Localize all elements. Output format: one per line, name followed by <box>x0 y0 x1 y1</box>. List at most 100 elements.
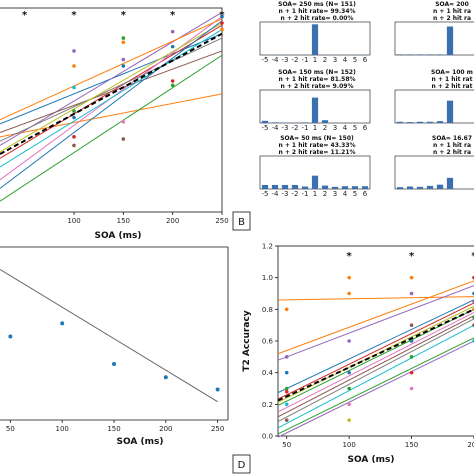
panel-b-subplot-3-hit2: n + 2 hit rat <box>432 83 473 90</box>
panel-b-subplot-0-tick-1: -4 <box>272 56 280 64</box>
panel-d-y-tick-label-5: 1.0 <box>262 274 273 282</box>
panel-d-significance-marker-2: * <box>471 251 474 262</box>
panel-d-y-tick-label-1: 0.2 <box>262 401 273 409</box>
panel-c-x-tick-label-0: 50 <box>6 425 15 433</box>
panel-a-point-18 <box>220 21 224 25</box>
panel-b-subplot-0-tick-9: 5 <box>353 56 357 64</box>
panel-b-subplot-4-bar-10 <box>361 186 369 189</box>
panel-d-point-5 <box>284 402 289 407</box>
panel-c-fit-line <box>0 268 218 403</box>
panel-d-fit-line-4 <box>277 302 474 400</box>
panel-b-subplot-4-bar-5 <box>311 175 319 189</box>
panel-d-y-tick-label-4: 0.8 <box>262 306 273 314</box>
panel-b-subplot-2-tick-10: 6 <box>363 124 368 132</box>
panel-d-fit-line-2 <box>277 285 474 361</box>
panel-d-fit-line-5 <box>277 308 474 406</box>
panel-d-point-19 <box>409 370 414 375</box>
panel-c-x-axis-label: SOA (ms) <box>117 437 164 447</box>
panel-b-subplot-3-frame <box>394 89 474 124</box>
panel-a-point-6 <box>72 143 76 148</box>
panel-d-fit-line-3 <box>277 299 474 394</box>
panel-b-subplot-2-tick-0: -5 <box>262 124 269 132</box>
panel-a-fit-line-11 <box>0 20 223 189</box>
panel-b-subplot-2-tick-1: -4 <box>272 124 280 132</box>
panel-a-significance-marker-1: * <box>71 10 77 21</box>
panel-b-subplot-4-bar-0 <box>261 184 269 189</box>
panel-b-subplot-0-tick-0: -5 <box>262 56 269 64</box>
panel-d-point-4 <box>284 389 289 394</box>
panel-a-fit-line-2 <box>0 54 223 202</box>
panel-b-subplot-2-title: SOA= 150 ms (N= 152) <box>278 69 356 76</box>
panel-d-point-12 <box>347 402 351 407</box>
panel-b-subplot-4-tick-1: -4 <box>272 190 280 198</box>
panel-b-bar-grid: SOA= 250 ms (N= 151)n + 1 hit rate= 99.3… <box>259 1 474 198</box>
panel-a-significance-marker-2: * <box>121 10 127 21</box>
panel-d-y-tick-label-6: 1.2 <box>262 243 273 251</box>
panel-b-subplot-4-hit2: n + 2 hit rate= 11.21% <box>278 149 355 156</box>
panel-b-subplot-4-bar-8 <box>341 186 349 189</box>
panel-a-fit-line-7 <box>0 37 223 142</box>
panel-b-subplot-4-hit1: n + 1 hit rate= 43.33% <box>278 142 355 149</box>
panel-a-point-2 <box>72 85 76 90</box>
panel-b-subplot-1-bar-1 <box>406 54 414 55</box>
panel-c-x-tick-label-3: 200 <box>159 425 172 433</box>
panel-b-subplot-1-bar-5 <box>446 26 454 55</box>
panel-b-subplot-4-tick-2: -3 <box>282 190 289 198</box>
panel-b-label-box: B <box>232 211 251 231</box>
panel-c-x-tick-label-2: 150 <box>107 425 120 433</box>
panel-d-x-tick-label-0: 50 <box>282 441 291 449</box>
panel-b-subplot-5-bar-0 <box>396 187 404 189</box>
panel-b-subplot-0-tick-2: -3 <box>282 56 289 64</box>
panel-b-subplot-1-frame <box>394 21 474 56</box>
panel-b-subplot-2-tick-3: -2 <box>292 124 299 132</box>
panel-a-point-1 <box>72 64 76 68</box>
panel-a-axes-frame <box>0 7 223 213</box>
panel-b-subplot-5-hit1: n + 1 hit ra <box>433 142 471 149</box>
panel-a-x-tick-label-1: 150 <box>117 217 130 225</box>
panel-a-point-10 <box>121 64 126 68</box>
panel-b-subplot-4-tick-5: 1 <box>313 190 317 198</box>
panel-c-point-1 <box>60 321 65 326</box>
panel-b-subplot-1-hit2: n + 2 hit ra <box>433 15 471 22</box>
panel-b-label: B <box>238 217 245 228</box>
panel-d-x-axis-label: SOA (ms) <box>348 455 395 465</box>
panel-d-x-tick-label-1: 100 <box>342 441 355 449</box>
panel-b-subplot-4-tick-10: 6 <box>363 190 368 198</box>
panel-b-subplot-5-bar-1 <box>406 186 414 189</box>
panel-b-subplot-2-tick-7: 3 <box>333 124 337 132</box>
panel-b-subplot-4-tick-4: -1 <box>302 190 309 198</box>
panel-d-mean-fit-line <box>277 308 474 402</box>
panel-d-point-10 <box>347 370 351 375</box>
panel-d-fit-line-11 <box>277 337 474 435</box>
panel-b-subplot-0-bar-5 <box>311 24 319 55</box>
panel-b-subplot-4-bar-7 <box>331 186 339 189</box>
panel-b-subplot-4-bar-4 <box>301 186 309 189</box>
panel-b-subplot-5-title: SOA= 16.67 <box>432 135 472 142</box>
panel-b-subplot-2-tick-8: 4 <box>343 124 348 132</box>
panel-c-point-0 <box>8 334 13 339</box>
panel-a-x-tick-label-3: 250 <box>215 217 228 225</box>
panel-b-subplot-2-tick-2: -3 <box>282 124 289 132</box>
panel-b-subplot-1-bar-3 <box>426 54 434 55</box>
panel-d-point-17 <box>409 339 414 343</box>
panel-c-x-tick-label-1: 100 <box>55 425 68 433</box>
panel-d-point-9 <box>347 339 351 343</box>
panel-d-point-11 <box>347 386 351 391</box>
panel-a-line-chart: * * * * * 100 150 200 250 SOA (ms) <box>0 7 229 241</box>
panel-a-point-4 <box>72 115 76 120</box>
panel-b-subplot-1-hit1: n + 1 hit ra <box>433 8 471 15</box>
panel-b-subplot-3-bar-4 <box>436 121 444 123</box>
panel-a-point-19 <box>220 27 224 32</box>
panel-a-mean-fit-line <box>0 32 223 155</box>
panel-b-subplot-4-bar-1 <box>271 184 279 189</box>
panel-c-point-2 <box>112 362 116 367</box>
panel-d-point-15 <box>409 291 414 296</box>
panel-a-point-5 <box>72 135 76 139</box>
panel-a-fit-line-1 <box>0 93 223 138</box>
panel-d-label: D <box>238 460 246 471</box>
panel-b-subplot-2-hit2: n + 2 hit rate= 9.09% <box>281 83 354 90</box>
panel-b-subplot-4-tick-8: 4 <box>343 190 348 198</box>
panel-b-subplot-4-tick-0: -5 <box>262 190 269 198</box>
panel-a-x-tick-label-2: 200 <box>166 217 179 225</box>
panel-b-subplot-0-tick-3: -2 <box>292 56 299 64</box>
